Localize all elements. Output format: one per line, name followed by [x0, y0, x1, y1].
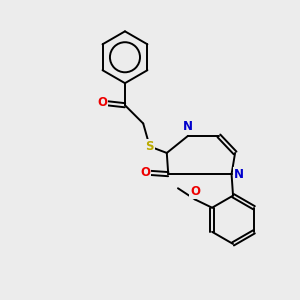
Text: O: O [190, 185, 200, 198]
Text: O: O [97, 96, 107, 110]
Text: S: S [146, 140, 154, 153]
Text: N: N [234, 168, 244, 181]
Text: N: N [183, 120, 193, 133]
Text: O: O [140, 166, 150, 179]
